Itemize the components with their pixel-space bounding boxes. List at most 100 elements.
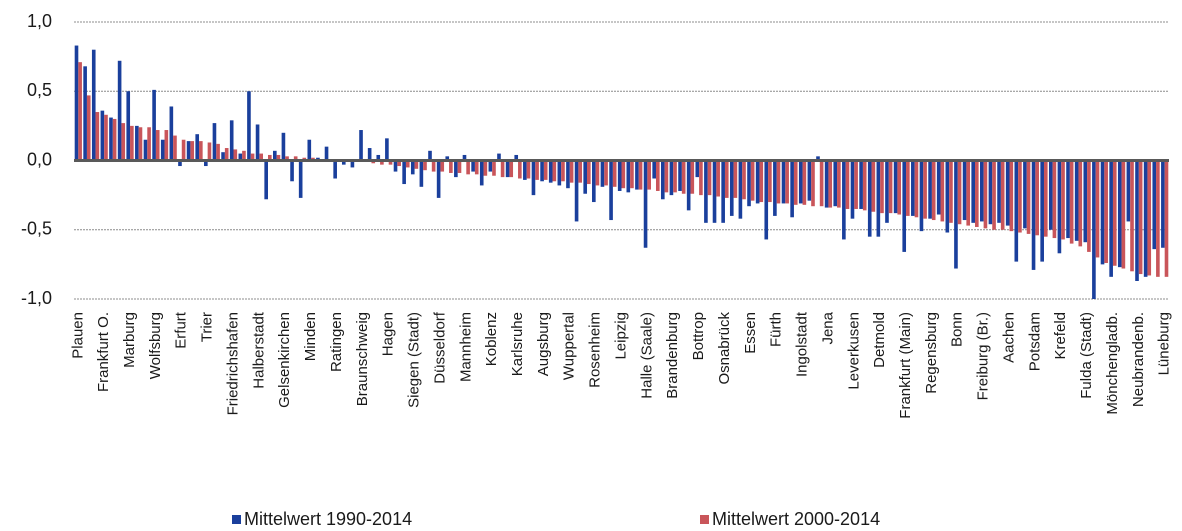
legend-label: Mittelwert 2000-2014 bbox=[712, 509, 880, 529]
bar bbox=[74, 45, 79, 161]
bar bbox=[992, 160, 996, 230]
bar bbox=[341, 160, 346, 165]
x-tick-label: Gelsenkirchen bbox=[276, 312, 293, 408]
bar bbox=[160, 139, 165, 161]
bar bbox=[1083, 160, 1088, 243]
bar bbox=[954, 160, 958, 269]
bar bbox=[509, 160, 514, 178]
bar bbox=[854, 160, 858, 209]
bar bbox=[247, 91, 251, 161]
bar bbox=[307, 139, 312, 161]
bar bbox=[229, 120, 234, 161]
x-tick-label: Hagen bbox=[380, 312, 397, 356]
bar bbox=[1138, 160, 1143, 275]
legend-label: Mittelwert 1990-2014 bbox=[244, 509, 412, 529]
bar bbox=[906, 160, 910, 216]
x-tick-label: Fulda (Stadt) bbox=[1078, 312, 1095, 399]
bar bbox=[876, 160, 881, 237]
bar bbox=[419, 160, 424, 187]
bar bbox=[604, 160, 608, 186]
bar bbox=[143, 139, 148, 161]
bar bbox=[669, 160, 674, 196]
bar bbox=[1066, 160, 1070, 239]
bar bbox=[117, 60, 122, 161]
bar bbox=[224, 148, 229, 161]
x-tick-label: Ratingen bbox=[328, 312, 345, 372]
bar bbox=[207, 142, 212, 161]
x-tick-label: Osnabrück bbox=[716, 312, 733, 385]
bar bbox=[423, 160, 427, 171]
bar bbox=[880, 160, 884, 214]
bar bbox=[819, 160, 824, 207]
x-tick-label: Plauen bbox=[69, 312, 86, 359]
x-tick-label: Mönchengladb. bbox=[1104, 312, 1121, 415]
bar bbox=[764, 160, 769, 240]
x-tick-label: Marburg bbox=[121, 312, 138, 368]
bar bbox=[147, 127, 151, 161]
bar bbox=[109, 117, 113, 161]
bar bbox=[587, 160, 591, 185]
bar bbox=[811, 160, 815, 207]
bar bbox=[793, 160, 798, 205]
bar bbox=[410, 160, 415, 175]
bar bbox=[936, 160, 941, 215]
bar bbox=[264, 160, 268, 200]
bar bbox=[86, 95, 91, 161]
x-tick-label: Braunschweig bbox=[354, 312, 371, 406]
bar bbox=[738, 160, 743, 219]
bar bbox=[1052, 160, 1057, 239]
bar bbox=[492, 160, 496, 176]
legend-swatch bbox=[700, 515, 709, 524]
x-tick-label: Detmold bbox=[871, 312, 888, 368]
x-tick-label: Frankfurt O. bbox=[95, 312, 112, 392]
bar bbox=[466, 160, 470, 175]
x-tick-label: Essen bbox=[742, 312, 759, 354]
bar bbox=[842, 160, 846, 240]
x-tick-label: Regensburg bbox=[923, 312, 940, 394]
bar bbox=[635, 160, 639, 190]
bar bbox=[802, 160, 807, 205]
bar bbox=[850, 160, 855, 219]
bar bbox=[376, 154, 381, 161]
bar bbox=[130, 125, 134, 161]
bar bbox=[798, 160, 803, 204]
bar bbox=[505, 160, 510, 178]
x-tick-label: Siegen (Stadt) bbox=[406, 312, 423, 408]
bar bbox=[186, 141, 191, 161]
bar bbox=[750, 160, 755, 201]
x-tick-label: Aachen bbox=[1000, 312, 1017, 363]
bar bbox=[621, 160, 626, 189]
bar bbox=[112, 118, 117, 161]
x-tick-label: Neubrandenb. bbox=[1130, 312, 1147, 407]
bar bbox=[664, 160, 669, 193]
bar bbox=[1000, 160, 1005, 230]
bar bbox=[945, 160, 950, 233]
bar bbox=[824, 160, 829, 208]
bar bbox=[781, 160, 786, 204]
bar bbox=[612, 160, 617, 187]
bar bbox=[957, 160, 962, 225]
x-tick-label: Wolfsburg bbox=[147, 312, 164, 379]
bar bbox=[686, 160, 691, 211]
bar bbox=[1109, 160, 1113, 277]
bar bbox=[462, 154, 467, 161]
bar bbox=[359, 130, 363, 161]
bar bbox=[919, 160, 924, 232]
bar bbox=[543, 160, 548, 180]
bar bbox=[862, 160, 867, 211]
bar bbox=[902, 160, 907, 252]
x-tick-label: Potsdam bbox=[1026, 312, 1043, 371]
bar bbox=[272, 150, 277, 161]
bar bbox=[552, 160, 557, 182]
bar bbox=[768, 160, 772, 203]
bar bbox=[164, 130, 169, 161]
bar bbox=[566, 160, 570, 189]
bar bbox=[643, 160, 648, 248]
bar bbox=[440, 160, 445, 172]
bar bbox=[100, 110, 105, 161]
bar bbox=[807, 160, 812, 201]
bar bbox=[483, 160, 488, 176]
bar bbox=[695, 160, 700, 178]
bar bbox=[888, 160, 893, 214]
bar bbox=[997, 160, 1001, 223]
